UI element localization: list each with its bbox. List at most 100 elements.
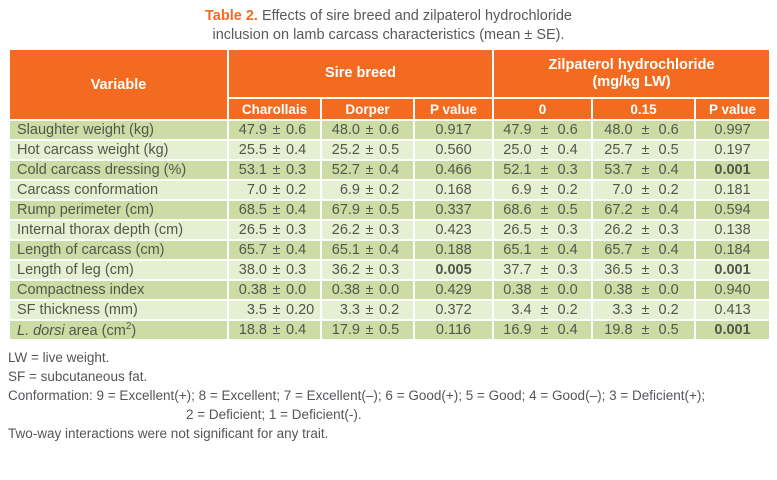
variable-cell: Cold carcass dressing (%) <box>8 159 229 181</box>
p-value-cell: 0.001 <box>694 159 772 181</box>
variable-cell: Internal thorax depth (cm) <box>8 219 229 241</box>
footnote-conformation: Conformation: 9 = Excellent(+); 8 = Exce… <box>8 388 706 403</box>
p-value-cell: 0.917 <box>412 119 495 141</box>
mean-cell: 3.5 ±0.20 <box>227 299 322 321</box>
header-group-zilpaterol: Zilpaterol hydrochloride (mg/kg LW) <box>492 48 772 99</box>
p-value-cell: 0.413 <box>694 299 772 321</box>
mean-cell: 3.4 ±0.2 <box>492 299 594 321</box>
table-header: Variable Sire breed Zilpaterol hydrochlo… <box>8 48 772 121</box>
mean-cell: 26.2 ±0.3 <box>591 219 697 241</box>
table-row: Cold carcass dressing (%) 53.1 ±0.3 52.7 ±0.… <box>8 159 772 181</box>
mean-cell: 26.5 ±0.3 <box>492 219 594 241</box>
table-row: Slaughter weight (kg) 47.9 ±0.6 48.0 ±0.6 0.9… <box>8 119 772 141</box>
variable-cell: Rump perimeter (cm) <box>8 199 229 221</box>
mean-cell: 65.7 ±0.4 <box>227 239 322 261</box>
variable-cell: L. dorsi area (cm2) <box>8 319 229 341</box>
mean-cell: 19.8 ±0.5 <box>591 319 697 341</box>
mean-cell: 0.38 ±0.0 <box>227 279 322 301</box>
p-value-cell: 0.594 <box>694 199 772 221</box>
p-value-cell: 0.560 <box>412 139 495 161</box>
subheader-zh-0: 0 <box>492 97 594 121</box>
table-number-label: Table 2. <box>205 8 258 24</box>
mean-cell: 3.3 ±0.2 <box>591 299 697 321</box>
mean-cell: 53.1 ±0.3 <box>227 159 322 181</box>
p-value-cell: 0.429 <box>412 279 495 301</box>
table-row: SF thickness (mm) 3.5 ±0.20 3.3 ±0.2 0.372 3.4… <box>8 299 772 321</box>
caption-text-1: Effects of sire breed and zilpaterol hyd… <box>261 8 572 24</box>
table-caption: Table 2. Effects of sire breed and zilpa… <box>0 0 777 45</box>
mean-cell: 16.9 ±0.4 <box>492 319 594 341</box>
variable-cell: Length of carcass (cm) <box>8 239 229 261</box>
table-row: Hot carcass weight (kg) 25.5 ±0.4 25.2 ±0.5 0… <box>8 139 772 161</box>
mean-cell: 0.38 ±0.0 <box>591 279 697 301</box>
p-value-cell: 0.181 <box>694 179 772 201</box>
p-value-cell: 0.423 <box>412 219 495 241</box>
table-body: Slaughter weight (kg) 47.9 ±0.6 48.0 ±0.6 0.9… <box>8 119 772 341</box>
caption-line-1: Table 2. Effects of sire breed and zilpa… <box>0 7 777 26</box>
mean-cell: 25.5 ±0.4 <box>227 139 322 161</box>
p-value-cell: 0.940 <box>694 279 772 301</box>
p-value-cell: 0.116 <box>412 319 495 341</box>
mean-cell: 67.9 ±0.5 <box>320 199 415 221</box>
table-row: Rump perimeter (cm) 68.5 ±0.4 67.9 ±0.5 0.337… <box>8 199 772 221</box>
p-value-cell: 0.005 <box>412 259 495 281</box>
mean-cell: 48.0 ±0.6 <box>320 119 415 141</box>
mean-cell: 7.0 ±0.2 <box>591 179 697 201</box>
mean-cell: 65.1 ±0.4 <box>320 239 415 261</box>
subheader-charollais: Charollais <box>227 97 322 121</box>
p-value-cell: 0.997 <box>694 119 772 141</box>
zilpaterol-header-line1: Zilpaterol hydrochloride <box>548 56 715 73</box>
p-value-cell: 0.188 <box>412 239 495 261</box>
mean-cell: 18.8 ±0.4 <box>227 319 322 341</box>
mean-cell: 36.5 ±0.3 <box>591 259 697 281</box>
table-row: Carcass conformation 7.0 ±0.2 6.9 ±0.2 0.168 6… <box>8 179 772 201</box>
header-variable: Variable <box>8 48 229 121</box>
p-value-cell: 0.197 <box>694 139 772 161</box>
mean-cell: 47.9 ±0.6 <box>227 119 322 141</box>
p-value-cell: 0.138 <box>694 219 772 241</box>
mean-cell: 65.7 ±0.4 <box>591 239 697 261</box>
mean-cell: 25.0 ±0.4 <box>492 139 594 161</box>
mean-cell: 65.1 ±0.4 <box>492 239 594 261</box>
header-group-sire-breed: Sire breed <box>226 48 495 99</box>
footnote-sf: SF = subcutaneous fat. <box>8 369 148 384</box>
mean-cell: 0.38 ±0.0 <box>320 279 415 301</box>
variable-cell: Hot carcass weight (kg) <box>8 139 229 161</box>
table-row: Length of carcass (cm) 65.7 ±0.4 65.1 ±0.4 0.… <box>8 239 772 261</box>
carcass-characteristics-table: Variable Sire breed Zilpaterol hydrochlo… <box>8 48 772 341</box>
caption-line-2: inclusion on lamb carcass characteristic… <box>212 27 565 43</box>
subheader-zh-015: 0.15 <box>591 97 697 121</box>
mean-cell: 48.0 ±0.6 <box>591 119 697 141</box>
variable-cell: Slaughter weight (kg) <box>8 119 229 141</box>
p-value-cell: 0.372 <box>412 299 495 321</box>
mean-cell: 6.9 ±0.2 <box>320 179 415 201</box>
p-value-cell: 0.001 <box>694 319 772 341</box>
mean-cell: 37.7 ±0.3 <box>492 259 594 281</box>
mean-cell: 53.7 ±0.4 <box>591 159 697 181</box>
mean-cell: 6.9 ±0.2 <box>492 179 594 201</box>
footnote-interactions: Two-way interactions were not significan… <box>8 426 329 441</box>
mean-cell: 67.2 ±0.4 <box>591 199 697 221</box>
mean-cell: 25.7 ±0.5 <box>591 139 697 161</box>
mean-cell: 68.5 ±0.4 <box>227 199 322 221</box>
p-value-cell: 0.337 <box>412 199 495 221</box>
p-value-cell: 0.001 <box>694 259 772 281</box>
subheader-dorper: Dorper <box>320 97 415 121</box>
footnote-lw: LW = live weight. <box>8 350 110 365</box>
footnote-conformation-cont: 2 = Deficient; 1 = Deficient(-). <box>186 407 362 422</box>
footnotes: LW = live weight. SF = subcutaneous fat.… <box>8 348 777 443</box>
zilpaterol-header-line2: (mg/kg LW) <box>592 73 671 90</box>
table-row: Length of leg (cm) 38.0 ±0.3 36.2 ±0.3 0.005 3… <box>8 259 772 281</box>
mean-cell: 36.2 ±0.3 <box>320 259 415 281</box>
mean-cell: 52.1 ±0.3 <box>492 159 594 181</box>
mean-cell: 3.3 ±0.2 <box>320 299 415 321</box>
mean-cell: 38.0 ±0.3 <box>227 259 322 281</box>
subheader-sire-p-value: P value <box>412 97 495 121</box>
group-header-row: Variable Sire breed Zilpaterol hydrochlo… <box>8 48 772 121</box>
variable-cell: Length of leg (cm) <box>8 259 229 281</box>
variable-cell: SF thickness (mm) <box>8 299 229 321</box>
mean-cell: 17.9 ±0.5 <box>320 319 415 341</box>
variable-cell: Carcass conformation <box>8 179 229 201</box>
p-value-cell: 0.184 <box>694 239 772 261</box>
